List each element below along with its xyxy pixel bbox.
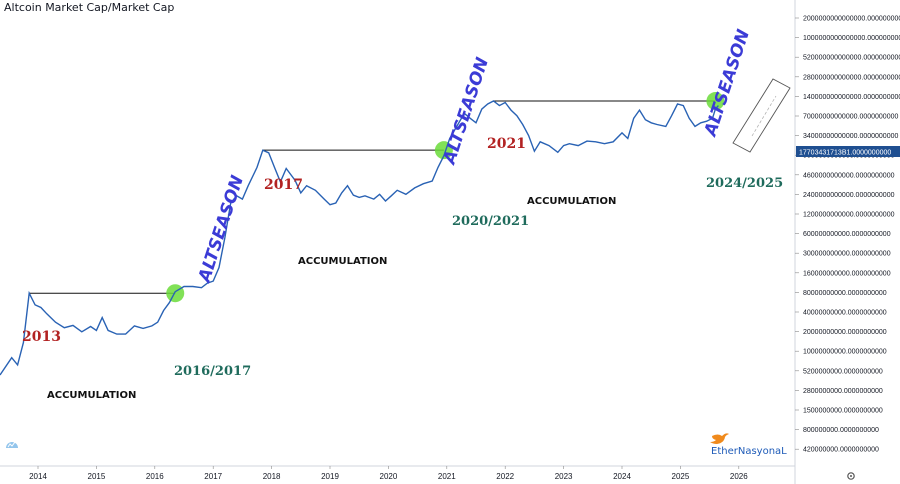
- x-tick-label: 2021: [438, 472, 456, 481]
- y-tick-label: 2000000000000000.0000000000: [803, 16, 900, 23]
- y-tick-label: 34000000000000.0000000000: [803, 133, 898, 140]
- x-tick-label: 2025: [672, 472, 690, 481]
- y-tick-label: 1500000000.0000000000: [803, 408, 883, 415]
- x-tick-label: 2020: [380, 472, 398, 481]
- y-tick-label: 2800000000.0000000000: [803, 388, 883, 395]
- breakout-label-2016: 2016/2017: [174, 364, 251, 379]
- price-tag-text: 17703431713B1.0000000000: [799, 150, 891, 157]
- x-tick-label: 2023: [555, 472, 573, 481]
- settings-gear-icon[interactable]: [847, 472, 855, 480]
- x-tick-label: 2016: [146, 472, 164, 481]
- year-label-2021: 2021: [487, 136, 526, 152]
- x-axis: 2014 2015 2016 2017 2018 2019 2020 2021 2022 2023…: [29, 466, 748, 481]
- price-tag: 17703431713B1.0000000000: [796, 146, 900, 157]
- y-tick-label: 140000000000000.0000000000: [803, 94, 900, 101]
- y-tick-label: 2400000000000.0000000000: [803, 192, 895, 199]
- x-tick-label: 2018: [263, 472, 281, 481]
- breakout-circle-3: [706, 92, 725, 111]
- y-axis: 2000000000000000.0000000000 1000000000000…: [795, 16, 900, 454]
- x-tick-label: 2019: [321, 472, 339, 481]
- y-tick-label: 1200000000000.0000000000: [803, 212, 895, 219]
- x-tick-label: 2024: [613, 472, 631, 481]
- accumulation-label-2: ACCUMULATION: [298, 256, 387, 267]
- accumulation-label-3: ACCUMULATION: [527, 196, 616, 207]
- y-tick-label: 20000000000.0000000000: [803, 329, 887, 336]
- tradingview-logo-icon[interactable]: [6, 441, 18, 448]
- price-line: [0, 100, 719, 376]
- y-tick-label: 80000000000.0000000000: [803, 290, 887, 297]
- accumulation-label-1: ACCUMULATION: [47, 390, 136, 401]
- altseason-label-3: ALTSEASON: [700, 27, 754, 140]
- x-tick-label: 2022: [496, 472, 514, 481]
- y-tick-label: 280000000000000.0000000000: [803, 74, 900, 81]
- y-tick-label: 800000000.0000000000: [803, 427, 879, 434]
- y-tick-label: 5200000000.0000000000: [803, 368, 883, 375]
- resistance-lines: [29, 100, 716, 294]
- breakout-circles: [166, 92, 725, 303]
- altseason-label-1: ALTSEASON: [194, 173, 248, 286]
- y-tick-label: 520000000000000.0000000000: [803, 55, 900, 62]
- breakout-label-2020: 2020/2021: [452, 214, 529, 229]
- y-tick-label: 600000000000.0000000000: [803, 231, 891, 238]
- x-tick-label: 2014: [29, 472, 47, 481]
- breakout-label-2024: 2024/2025: [706, 176, 783, 191]
- brand-name: EtherNasyonaL: [711, 446, 787, 457]
- x-tick-label: 2015: [88, 472, 106, 481]
- x-tick-label: 2017: [204, 472, 222, 481]
- breakout-circle-2: [434, 141, 453, 160]
- projection-arrow: [751, 95, 777, 137]
- chart-title: Altcoin Market Cap/Market Cap: [4, 1, 174, 14]
- y-tick-label: 4600000000000.0000000000: [803, 172, 895, 179]
- year-label-2013: 2013: [22, 329, 61, 345]
- altseason-label-2: ALTSEASON: [439, 55, 493, 168]
- watermark-logo: EtherNasyonaL: [710, 433, 787, 457]
- bird-icon: [710, 433, 729, 444]
- breakout-circle-1: [166, 284, 185, 303]
- y-tick-label: 1000000000000000.0000000000: [803, 35, 900, 42]
- projection-rectangle: [732, 78, 791, 153]
- y-tick-label: 420000000.0000000000: [803, 447, 879, 454]
- y-tick-label: 160000000000.0000000000: [803, 270, 891, 277]
- y-tick-label: 10000000000.0000000000: [803, 349, 887, 356]
- y-tick-label: 300000000000.0000000000: [803, 251, 891, 258]
- y-tick-label: 70000000000000.0000000000: [803, 114, 898, 121]
- y-tick-label: 40000000000.0000000000: [803, 310, 887, 317]
- year-label-2017: 2017: [264, 177, 303, 193]
- projection-box: [732, 78, 791, 153]
- x-tick-label: 2026: [730, 472, 748, 481]
